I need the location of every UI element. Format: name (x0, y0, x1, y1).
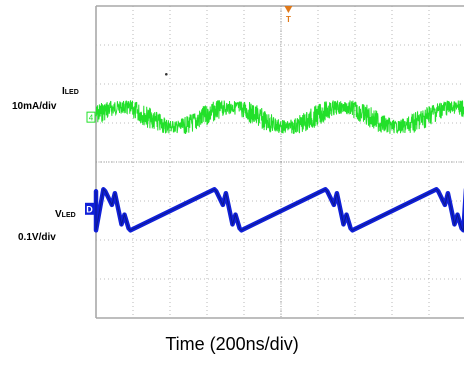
ch2-trace: D (85, 187, 464, 233)
ch2-name-sub: LED (61, 212, 76, 219)
stray-dot (165, 72, 168, 76)
ch1-ref-marker (86, 111, 96, 123)
channel-markers: T (165, 6, 293, 76)
ch2-waveform-core (95, 188, 464, 232)
ch1-label: ILED (62, 86, 79, 97)
ch2-scale: 0.1V/div (18, 232, 56, 243)
ch2-ref-marker-label: D (86, 204, 93, 214)
x-axis-label: Time (200ns/div) (165, 334, 299, 354)
ch1-scale: 10mA/div (12, 101, 57, 112)
trigger-marker (284, 6, 293, 13)
ch1-name-main: I (62, 86, 65, 97)
ch1-waveform (95, 99, 464, 134)
ch2-ref-marker (85, 202, 94, 215)
ch1-ref-marker-label: 4 (89, 114, 94, 123)
ch1-trace: 4 (86, 99, 464, 134)
ch1-name-sub: LED (64, 89, 79, 96)
ch2-name-main: V (55, 209, 62, 220)
trigger-marker-label: T (286, 15, 291, 24)
grid (95, 5, 464, 319)
ch2-label: VLED (55, 209, 76, 220)
